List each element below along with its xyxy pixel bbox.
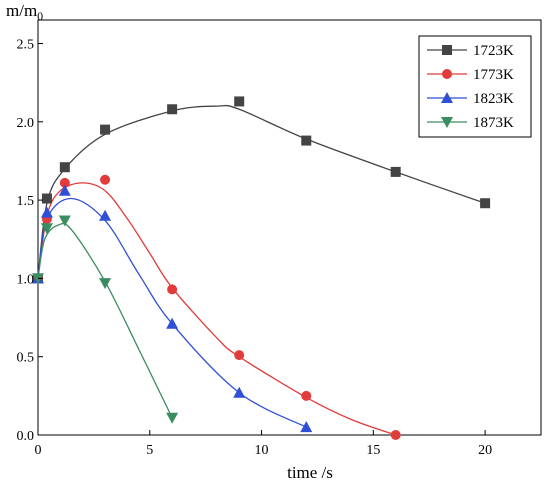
data-point-1873K-3 — [99, 278, 112, 290]
y-tick-label: 1.0 — [17, 272, 35, 287]
y-tick-label: 1.5 — [17, 194, 35, 209]
data-point-1873K-2 — [58, 215, 71, 227]
legend-marker-1873K — [441, 117, 453, 128]
legend-label-1873K: 1873K — [473, 115, 514, 131]
data-point-1723K-2 — [59, 162, 70, 173]
legend-label-1823K: 1823K — [473, 91, 514, 107]
data-point-1723K-4 — [167, 104, 178, 115]
y-tick-label: 0.0 — [17, 429, 35, 444]
data-point-1773K-5 — [234, 350, 245, 361]
legend-box — [418, 35, 532, 138]
data-point-1773K-2 — [59, 177, 70, 188]
data-point-1723K-6 — [301, 135, 312, 146]
y-tick-label: 2.0 — [17, 116, 35, 131]
data-point-1873K-4 — [166, 412, 179, 424]
fit-curves — [37, 104, 486, 436]
data-point-1723K-3 — [100, 124, 111, 135]
legend: 1723K 1773K 1823K 1873K — [418, 35, 532, 138]
data-point-1773K-4 — [167, 284, 178, 295]
data-point-1823K-4 — [166, 317, 179, 329]
data-point-1723K-7 — [390, 166, 401, 177]
y-axis-title: m/m0 — [6, 1, 43, 23]
data-point-1773K-6 — [301, 390, 312, 401]
data-point-1723K-8 — [480, 198, 491, 209]
data-point-1823K-6 — [300, 421, 313, 433]
data-point-1823K-5 — [233, 386, 246, 398]
y-tick-label: 2.5 — [17, 37, 35, 52]
data-point-1823K-2 — [58, 184, 71, 196]
data-point-1723K-1 — [41, 193, 52, 204]
series-line-1773K — [37, 182, 396, 436]
y-axis-ticks: 0.0 0.5 1.0 1.5 2.0 2.5 — [17, 37, 43, 444]
y-axis-title-main: m/m — [6, 1, 37, 20]
data-point-1873K-1 — [40, 223, 53, 235]
legend-marker-1723K — [442, 45, 452, 55]
x-axis-title: time /s — [287, 463, 333, 482]
legend-label-1773K: 1773K — [473, 67, 514, 83]
legend-marker-1823K — [441, 92, 453, 103]
x-tick-label: 5 — [146, 443, 153, 458]
series-line-1823K — [37, 197, 307, 428]
legend-label-1723K: 1723K — [473, 43, 514, 59]
y-tick-label: 0.5 — [17, 351, 35, 366]
plot-frame — [37, 19, 542, 436]
series-line-1723K — [37, 104, 486, 279]
data-point-1823K-1 — [40, 206, 53, 218]
y-axis-title-subscript: 0 — [37, 9, 43, 23]
legend-marker-1773K — [442, 69, 452, 79]
x-tick-label: 0 — [35, 443, 42, 458]
series-line-1873K — [37, 222, 173, 419]
x-tick-label: 10 — [255, 443, 269, 458]
data-point-1723K-5 — [234, 96, 245, 107]
data-point-1773K-3 — [100, 174, 111, 185]
data-point-1823K-3 — [99, 209, 112, 221]
x-tick-label: 20 — [478, 443, 492, 458]
data-markers — [32, 96, 491, 440]
data-point-1773K-7 — [390, 430, 401, 440]
x-axis-ticks: 0 5 10 15 20 — [35, 430, 492, 458]
x-tick-label: 15 — [366, 443, 380, 458]
